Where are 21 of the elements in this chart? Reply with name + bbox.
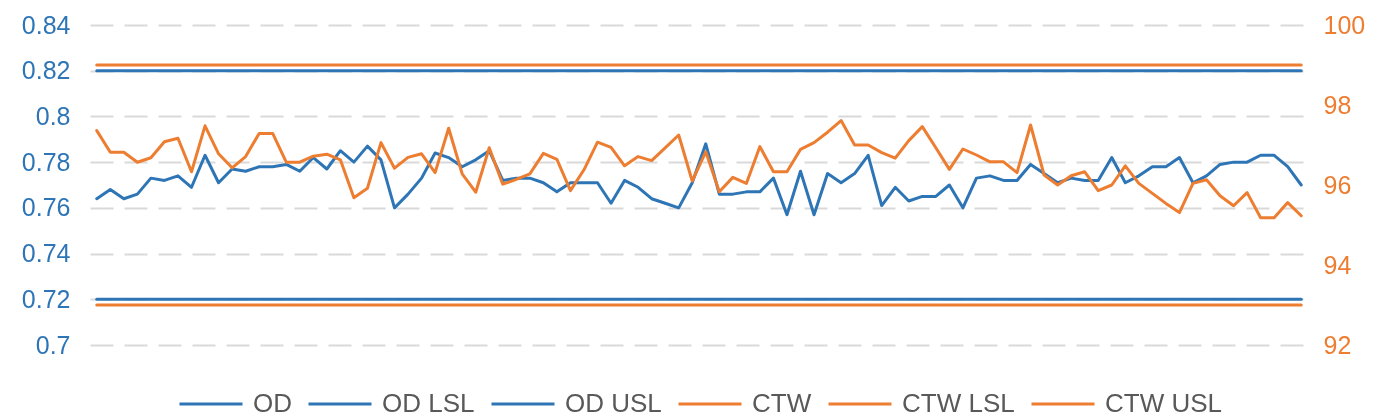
legend-label: OD xyxy=(253,388,292,417)
y-tick-label: 0.74 xyxy=(21,239,71,268)
y2-tick-label: 92 xyxy=(1323,330,1352,359)
y-tick-label: 0.72 xyxy=(21,284,71,313)
legend-label: OD LSL xyxy=(382,388,475,417)
legend-label: CTW LSL xyxy=(902,388,1015,417)
y2-tick-label: 94 xyxy=(1323,250,1352,279)
legend-label: OD USL xyxy=(565,388,662,417)
y2-tick-label: 98 xyxy=(1323,90,1352,119)
legend-label: CTW USL xyxy=(1105,388,1222,417)
legend-label: CTW xyxy=(752,388,812,417)
y-tick-label: 0.84 xyxy=(21,10,71,39)
line-series xyxy=(95,119,1303,220)
y-tick-label: 0.82 xyxy=(21,56,71,85)
y2-tick-label: 96 xyxy=(1323,170,1352,199)
y-tick-label: 0.7 xyxy=(35,330,71,359)
y-tick-label: 0.78 xyxy=(21,147,71,176)
y2-tick-label: 100 xyxy=(1323,10,1366,39)
y-tick-label: 0.8 xyxy=(35,101,71,130)
y-tick-label: 0.76 xyxy=(21,193,71,222)
line-series xyxy=(95,142,1303,217)
